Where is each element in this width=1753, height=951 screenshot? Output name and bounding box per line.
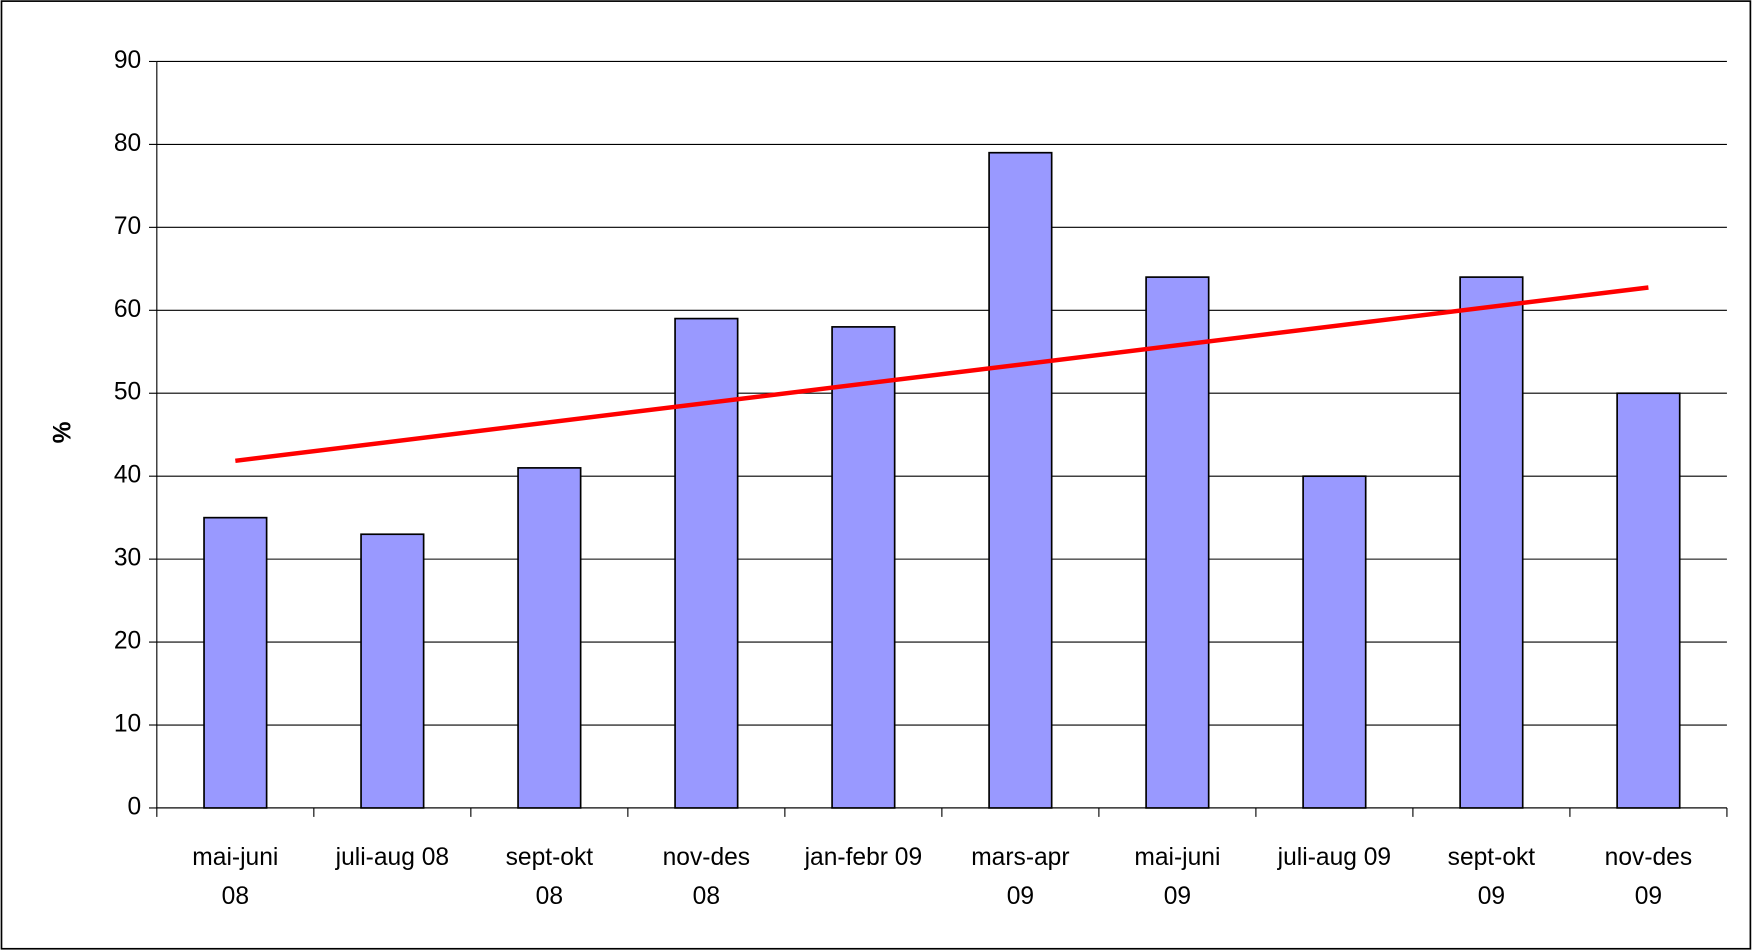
y-tick-label: 10 xyxy=(114,711,141,738)
x-tick-label: juli-aug 08 xyxy=(335,842,450,871)
y-tick-label: 50 xyxy=(114,379,141,406)
x-tick-label: nov-des 09 xyxy=(1604,842,1693,910)
x-tick-label-box: sept-okt 08 xyxy=(505,842,594,910)
y-tick-label: 70 xyxy=(114,213,141,240)
x-tick-label-box: mai-juni 09 xyxy=(1134,842,1221,910)
y-tick-label: 90 xyxy=(114,47,141,74)
x-tick-label-box: sept-okt 09 xyxy=(1447,842,1536,910)
bar xyxy=(1616,392,1681,809)
y-tick-label: 0 xyxy=(128,793,142,820)
x-tick-label: sept-okt 09 xyxy=(1447,842,1536,910)
x-tick-label: jan-febr 09 xyxy=(804,842,923,871)
x-tick-label-box: mai-juni 08 xyxy=(192,842,279,910)
trend-line xyxy=(235,285,1649,464)
x-tick-label-box: nov-des 08 xyxy=(662,842,751,910)
y-tick-label: 40 xyxy=(114,462,141,489)
x-tick-label: juli-aug 09 xyxy=(1277,842,1392,871)
y-tick-label: 30 xyxy=(114,545,141,572)
x-tick-label: sept-okt 08 xyxy=(505,842,594,910)
x-tick-label: nov-des 08 xyxy=(662,842,751,910)
y-tick-label: 80 xyxy=(114,130,141,157)
y-axis-label: % xyxy=(50,421,77,443)
x-tick-label-box: juli-aug 09 xyxy=(1277,842,1392,871)
bar xyxy=(1145,276,1210,809)
y-tick-label: 20 xyxy=(114,628,141,655)
bar xyxy=(1459,276,1524,809)
bar xyxy=(831,326,896,809)
bar xyxy=(360,533,425,809)
x-tick-label: mars-apr 09 xyxy=(971,842,1070,910)
x-tick-label-box: juli-aug 08 xyxy=(335,842,450,871)
bar xyxy=(674,317,739,809)
y-tick-label: 60 xyxy=(114,296,141,323)
bar xyxy=(988,151,1053,809)
x-tick-label: mai-juni 09 xyxy=(1134,842,1221,910)
x-tick-label: mai-juni 08 xyxy=(192,842,279,910)
bar xyxy=(203,516,268,809)
bar xyxy=(1302,475,1367,809)
x-tick-label-box: jan-febr 09 xyxy=(804,842,923,871)
bar xyxy=(517,467,582,809)
x-tick-label-box: nov-des 09 xyxy=(1604,842,1693,910)
x-tick-label-box: mars-apr 09 xyxy=(971,842,1070,910)
